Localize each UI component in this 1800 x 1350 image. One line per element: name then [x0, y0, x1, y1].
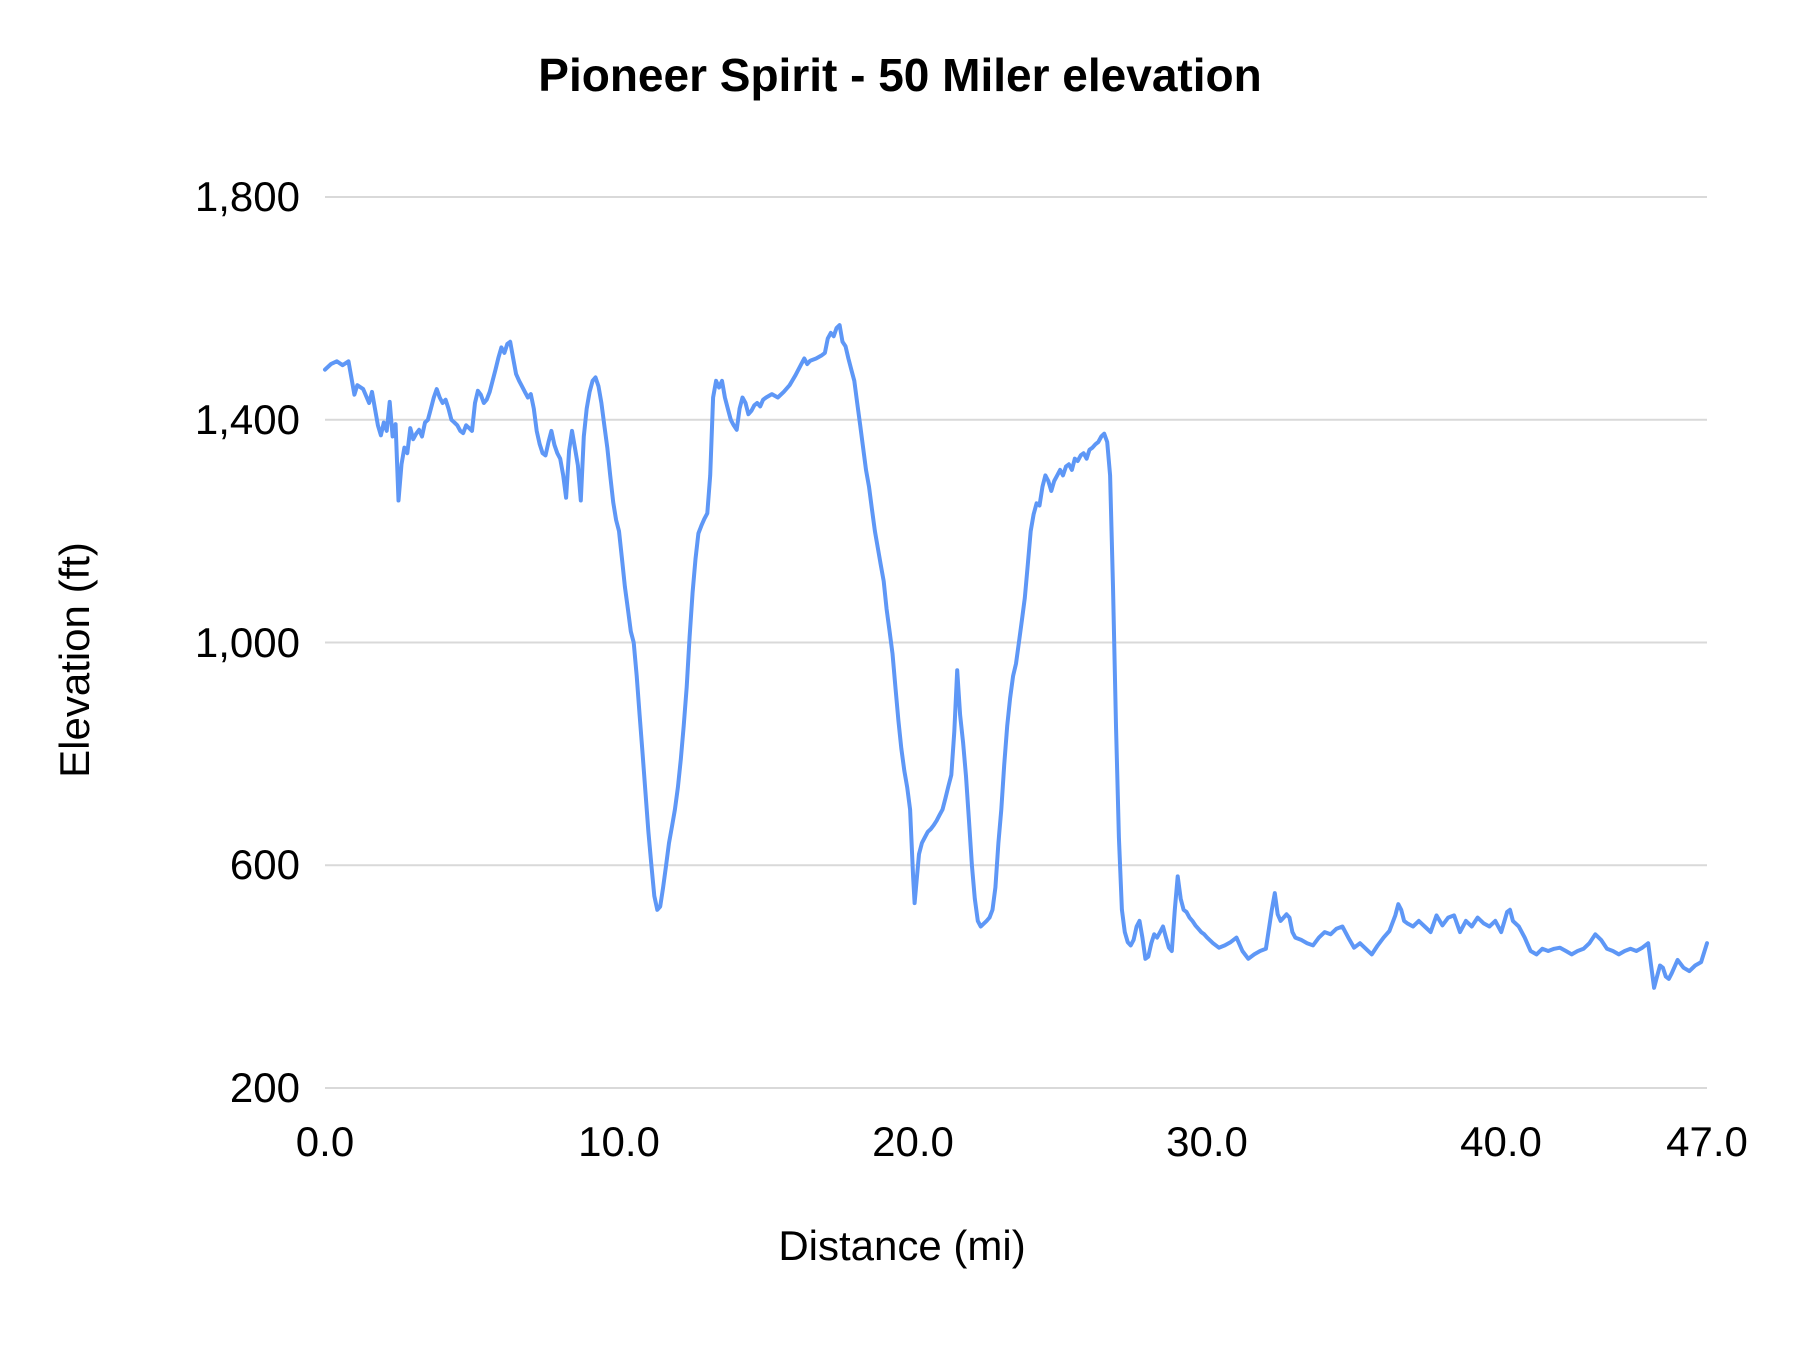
x-tick-label: 30.0 — [1166, 1118, 1248, 1165]
y-tick-label: 1,400 — [194, 396, 300, 443]
y-tick-label: 1,800 — [194, 173, 300, 220]
x-tick-label: 10.0 — [578, 1118, 660, 1165]
x-tick-label: 47.0 — [1666, 1118, 1748, 1165]
y-tick-label: 1,000 — [194, 619, 300, 666]
chart-title: Pioneer Spirit - 50 Miler elevation — [538, 49, 1262, 101]
gridlines — [325, 196, 1707, 1089]
y-tick-label: 600 — [229, 841, 300, 888]
y-tick-label: 200 — [229, 1064, 300, 1111]
elevation-line — [323, 323, 1709, 990]
x-tick-label: 20.0 — [872, 1118, 954, 1165]
x-tick-label: 0.0 — [295, 1118, 355, 1165]
x-axis-title: Distance (mi) — [778, 1222, 1026, 1269]
x-tick-label: 40.0 — [1460, 1118, 1542, 1165]
